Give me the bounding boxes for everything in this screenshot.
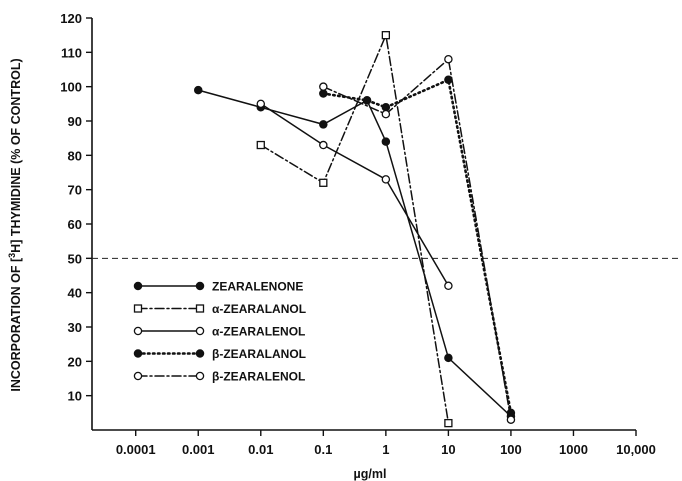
legend-marker (195, 304, 205, 313)
x-tick-label: 100 (500, 442, 522, 457)
data-point (381, 109, 391, 119)
x-tick-label: 1 (382, 442, 389, 457)
legend-marker (133, 326, 143, 336)
legend-marker (195, 349, 205, 358)
legend-label: β-ZEARALANOL (212, 347, 306, 361)
series-line (260, 103, 450, 287)
series-line (322, 57, 512, 421)
legend-marker (195, 326, 205, 336)
data-point (256, 140, 265, 150)
legend-label: α-ZEARALANOL (212, 302, 306, 316)
x-tick-label: 10,000 (616, 442, 656, 457)
data-point (444, 54, 453, 64)
series-4 (319, 75, 516, 418)
legend: ZEARALENONE α-ZEARALANOL α-ZEARALENOL β-ZEA… (133, 280, 306, 384)
legend-label: ZEARALENONE (212, 280, 303, 294)
y-tick-label: 40 (68, 286, 82, 301)
y-tick-label: 120 (60, 11, 82, 26)
legend-item-3: α-ZEARALENOL (133, 325, 305, 339)
data-point (319, 89, 328, 98)
data-point (506, 415, 516, 424)
legend-item-1: ZEARALENONE (133, 280, 303, 294)
legend-marker (133, 281, 143, 291)
x-tick-label: 0.001 (182, 442, 215, 457)
legend-item-2: α-ZEARALANOL (133, 302, 306, 316)
series-3 (256, 99, 453, 291)
data-point (444, 281, 453, 291)
data-point (444, 353, 453, 363)
series-2 (256, 31, 453, 428)
legend-marker (195, 371, 205, 381)
data-point (381, 175, 391, 184)
x-tick-label: 0.01 (248, 442, 273, 457)
legend-marker (133, 349, 143, 358)
data-point (362, 96, 372, 105)
data-point (444, 418, 453, 428)
legend-marker (133, 371, 143, 381)
y-tick-label: 10 (68, 389, 82, 404)
x-tick-label: 1000 (559, 442, 588, 457)
series-line (197, 89, 512, 418)
legend-label: β-ZEARALENOL (212, 370, 305, 384)
data-point (381, 103, 391, 112)
x-tick-label: 0.0001 (116, 442, 156, 457)
y-tick-label: 90 (68, 114, 82, 129)
series-line (260, 32, 450, 424)
y-tick-label: 80 (68, 148, 82, 163)
data-point (381, 31, 391, 40)
legend-item-4: β-ZEARALANOL (133, 347, 306, 361)
legend-item-5: β-ZEARALENOL (133, 370, 305, 384)
x-tick-label: 10 (441, 442, 455, 457)
y-tick-label: 100 (60, 80, 82, 95)
legend-marker (195, 281, 205, 291)
data-point (506, 408, 516, 418)
x-axis-label: µg/ml (354, 467, 387, 481)
y-tick-label: 60 (68, 217, 82, 232)
y-tick-label: 70 (68, 183, 82, 198)
legend-label: α-ZEARALENOL (212, 325, 305, 339)
y-tick-label: 30 (68, 320, 82, 335)
data-point (381, 137, 391, 146)
series-layer (193, 31, 516, 428)
legend-marker (133, 304, 143, 313)
data-point (256, 99, 266, 109)
data-point (193, 85, 203, 95)
data-point (319, 82, 328, 91)
y-axis-label: INCORPORATION OF [3H] THYMIDINE (% OF CO… (7, 58, 23, 391)
y-tick-label: 110 (61, 45, 82, 60)
series-5 (319, 54, 516, 424)
y-tick-label: 20 (68, 354, 82, 369)
y-tick-label: 50 (68, 251, 82, 266)
data-point (319, 120, 328, 129)
data-point (319, 140, 328, 150)
series-line (321, 77, 513, 415)
x-tick-label: 0.1 (314, 442, 332, 457)
data-point (319, 178, 328, 187)
